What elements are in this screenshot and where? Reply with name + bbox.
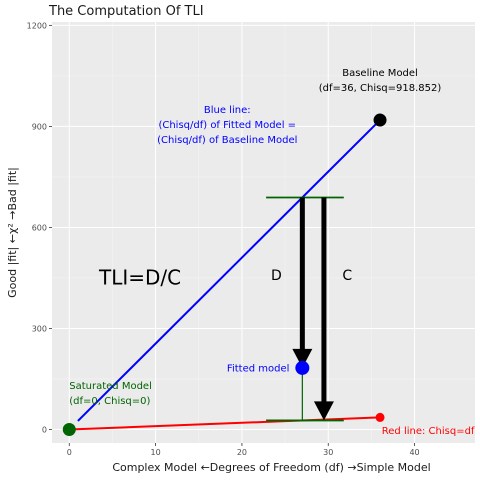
- blue-line-label-line: (Chisq/df) of Fitted Model =: [158, 120, 296, 131]
- x-tick-label: 20: [237, 448, 247, 457]
- blue-line-label-line: Blue line:: [204, 105, 251, 116]
- fitted-label-line: Fitted model: [227, 363, 289, 374]
- fitted-label: Fitted model: [227, 363, 289, 374]
- label-layer: Baseline Model (df=36, Chisq=918.852) Blue…: [69, 68, 475, 437]
- x-tick-label: 0: [67, 448, 72, 457]
- mark-layer: [62, 113, 387, 437]
- baseline-label-line: (df=36, Chisq=918.852): [319, 83, 442, 94]
- red-line: [69, 416, 381, 431]
- saturated-label: Saturated Model (df=0, Chisq=0): [69, 381, 152, 407]
- saturated-label-line: Saturated Model: [69, 381, 152, 392]
- blue-line-label-line: (Chisq/df) of Baseline Model: [157, 135, 297, 146]
- x-tick-label: 30: [323, 448, 333, 457]
- chart-title: The Computation Of TLI: [48, 4, 204, 19]
- red-line-label-line: Red line: Chisq=df: [382, 426, 475, 437]
- d-label-line: D: [271, 268, 282, 284]
- baseline-label: Baseline Model (df=36, Chisq=918.852): [319, 68, 442, 94]
- d-label: D: [271, 268, 282, 284]
- plot-panel: [52, 22, 475, 443]
- y-tick-label: 600: [32, 223, 47, 232]
- red-line-label: Red line: Chisq=df: [382, 426, 475, 437]
- y-axis-title: Good |fit| ←χ² →Bad |fit|: [6, 167, 19, 298]
- saturated-label-line: (df=0, Chisq=0): [69, 396, 150, 407]
- y-tick-label: 0: [42, 426, 47, 435]
- tli-label: TLI=D/C: [98, 265, 181, 289]
- baseline-label-line: Baseline Model: [342, 68, 418, 79]
- y-tick-label: 300: [32, 324, 47, 333]
- c-label: C: [342, 268, 352, 284]
- axis-layer: 0 10 20 30 40 0 300 600 900 1200: [27, 21, 420, 457]
- red-end-point: [375, 412, 385, 422]
- d-arrow-head: [292, 348, 313, 368]
- x-tick-label: 10: [150, 448, 160, 457]
- x-axis-title: Complex Model ←Degrees of Freedom (df) →…: [112, 461, 430, 474]
- y-tick-label: 1200: [27, 21, 47, 30]
- x-tick-label: 40: [409, 448, 419, 457]
- blue-line: [77, 119, 381, 422]
- baseline-point: [373, 113, 387, 127]
- fitted-point: [295, 360, 310, 375]
- saturated-point: [62, 423, 76, 437]
- c-label-line: C: [342, 268, 352, 284]
- y-tick-label: 900: [32, 122, 47, 131]
- grid-layer: [52, 22, 475, 443]
- c-arrow-head: [313, 401, 334, 421]
- tli-label-line: TLI=D/C: [98, 265, 181, 289]
- blue-line-label: Blue line: (Chisq/df) of Fitted Model = (C…: [157, 105, 297, 146]
